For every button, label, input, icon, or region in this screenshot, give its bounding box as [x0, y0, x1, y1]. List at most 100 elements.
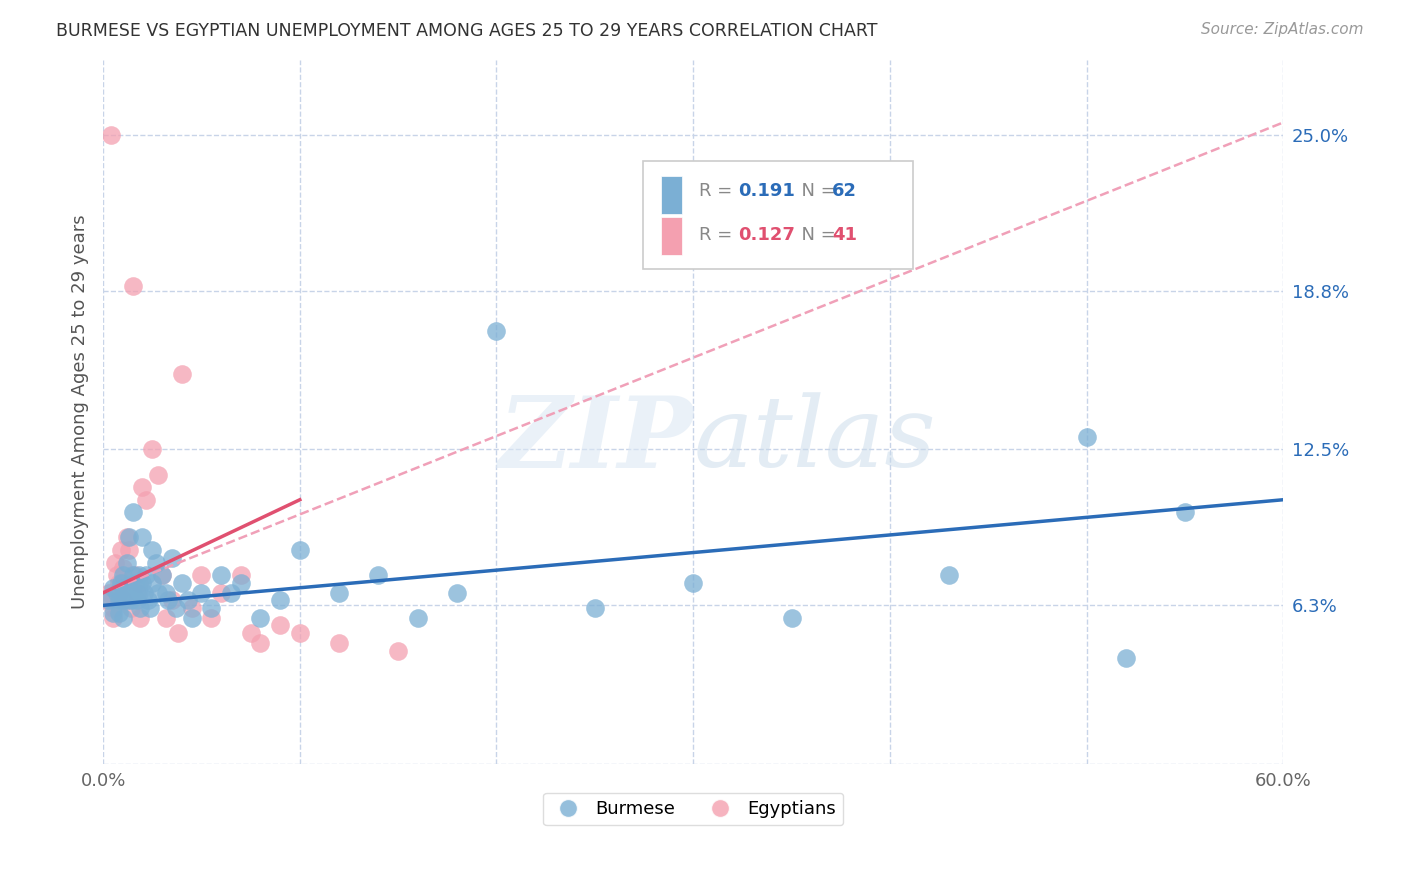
Text: N =: N =	[790, 227, 842, 244]
Point	[938, 568, 960, 582]
Point	[145, 556, 167, 570]
Point	[1076, 430, 1098, 444]
Point	[249, 611, 271, 625]
Point	[111, 593, 134, 607]
Point	[148, 467, 170, 482]
Point	[134, 586, 156, 600]
Point	[229, 575, 252, 590]
Point	[111, 560, 134, 574]
Point	[98, 586, 121, 600]
Point	[155, 586, 177, 600]
Point	[128, 586, 150, 600]
Point	[120, 593, 142, 607]
Point	[135, 492, 157, 507]
Point	[111, 575, 134, 590]
Point	[160, 593, 183, 607]
Text: R =: R =	[699, 182, 738, 200]
Point	[110, 575, 132, 590]
Point	[121, 505, 143, 519]
Point	[269, 618, 291, 632]
Point	[387, 643, 409, 657]
Point	[177, 593, 200, 607]
Text: BURMESE VS EGYPTIAN UNEMPLOYMENT AMONG AGES 25 TO 29 YEARS CORRELATION CHART: BURMESE VS EGYPTIAN UNEMPLOYMENT AMONG A…	[56, 22, 877, 40]
Point	[100, 128, 122, 142]
Point	[115, 593, 138, 607]
Point	[157, 593, 180, 607]
Point	[111, 581, 134, 595]
Point	[190, 586, 212, 600]
Point	[328, 636, 350, 650]
Point	[200, 600, 222, 615]
Point	[128, 575, 150, 590]
Point	[446, 586, 468, 600]
Point	[583, 600, 606, 615]
Point	[101, 581, 124, 595]
Point	[328, 586, 350, 600]
Point	[141, 442, 163, 457]
Point	[135, 568, 157, 582]
Point	[98, 593, 121, 607]
Point	[110, 543, 132, 558]
Point	[115, 531, 138, 545]
Point	[118, 581, 141, 595]
Point	[239, 626, 262, 640]
Point	[118, 543, 141, 558]
Point	[129, 600, 152, 615]
Text: 41: 41	[832, 227, 858, 244]
Point	[115, 556, 138, 570]
Point	[141, 543, 163, 558]
Point	[139, 600, 162, 615]
Point	[111, 568, 134, 582]
Point	[406, 611, 429, 625]
Text: ZIP: ZIP	[498, 392, 693, 488]
Text: R =: R =	[699, 227, 738, 244]
Text: Source: ZipAtlas.com: Source: ZipAtlas.com	[1201, 22, 1364, 37]
Point	[682, 575, 704, 590]
Legend: Burmese, Egyptians: Burmese, Egyptians	[543, 793, 844, 825]
Point	[131, 531, 153, 545]
Text: 0.127: 0.127	[738, 227, 794, 244]
Point	[121, 586, 143, 600]
Point	[96, 593, 118, 607]
Point	[121, 279, 143, 293]
Point	[165, 600, 187, 615]
Point	[167, 626, 190, 640]
Y-axis label: Unemployment Among Ages 25 to 29 years: Unemployment Among Ages 25 to 29 years	[72, 214, 89, 609]
Point	[104, 556, 127, 570]
Point	[105, 586, 128, 600]
Point	[138, 593, 160, 607]
Point	[367, 568, 389, 582]
Point	[105, 568, 128, 582]
Point	[141, 575, 163, 590]
Point	[124, 568, 146, 582]
Text: N =: N =	[790, 182, 842, 200]
Text: 0.191: 0.191	[738, 182, 794, 200]
Point	[101, 611, 124, 625]
Point	[120, 600, 142, 615]
Point	[108, 606, 131, 620]
Point	[129, 611, 152, 625]
Point	[170, 575, 193, 590]
Point	[148, 586, 170, 600]
Text: atlas: atlas	[693, 392, 936, 488]
Point	[101, 606, 124, 620]
Point	[128, 568, 150, 582]
Point	[219, 586, 242, 600]
Point	[200, 611, 222, 625]
Point	[108, 593, 131, 607]
Text: 62: 62	[832, 182, 858, 200]
Point	[111, 593, 134, 607]
Point	[125, 593, 148, 607]
Point	[1174, 505, 1197, 519]
Point	[150, 568, 173, 582]
Point	[288, 543, 311, 558]
Point	[108, 575, 131, 590]
Point	[269, 593, 291, 607]
Point	[125, 586, 148, 600]
Point	[209, 568, 232, 582]
Point	[780, 611, 803, 625]
Point	[180, 611, 202, 625]
Point	[190, 568, 212, 582]
Point	[131, 575, 153, 590]
Point	[101, 600, 124, 615]
